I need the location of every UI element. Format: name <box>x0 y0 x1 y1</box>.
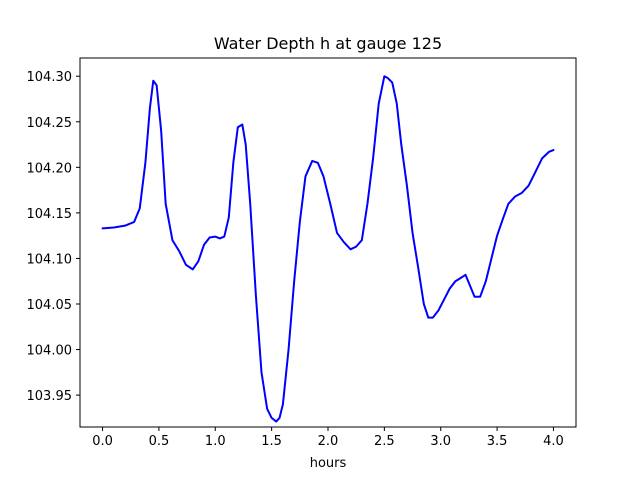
x-tick-label: 0.5 <box>149 434 170 449</box>
x-tick-label: 3.5 <box>487 434 508 449</box>
x-tick-label: 4.0 <box>543 434 564 449</box>
x-tick-label: 3.0 <box>430 434 451 449</box>
axis-ticks: 0.0 0.5 1.0 1.5 2.0 2.5 3.0 3.5 4.0 103.95 104.00 1… <box>27 70 564 449</box>
series-line-0 <box>101 75 555 423</box>
y-tick-label: 104.10 <box>27 252 73 267</box>
y-tick-label: 104.20 <box>27 161 73 176</box>
x-tick-label: 1.0 <box>205 434 226 449</box>
y-tick-label: 104.30 <box>27 70 73 85</box>
y-tick-label: 104.15 <box>27 207 73 222</box>
y-tick-label: 104.05 <box>27 298 73 313</box>
y-tick-label: 104.25 <box>27 116 73 131</box>
y-tick-label: 104.00 <box>27 344 73 359</box>
y-tick-label: 103.95 <box>27 389 73 404</box>
x-axis-label: hours <box>310 456 347 471</box>
x-tick-label: 0.0 <box>92 434 113 449</box>
x-tick-label: 2.5 <box>374 434 395 449</box>
x-tick-label: 2.0 <box>318 434 339 449</box>
chart-title: Water Depth h at gauge 125 <box>214 34 442 53</box>
x-tick-label: 1.5 <box>261 434 282 449</box>
